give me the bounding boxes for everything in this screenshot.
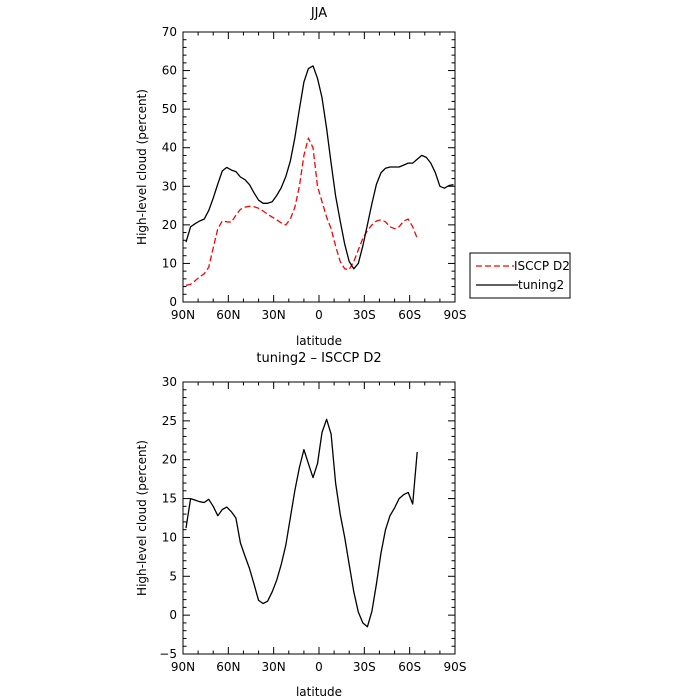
bottom-y-tick-label: 15 [162, 492, 177, 506]
bottom-x-tick-label: 60N [216, 660, 240, 674]
bottom-plot-frame [182, 381, 456, 655]
top-panel: JJA 90N 60N 30N 0 30S 60S 90S 010203040506070 … [135, 6, 466, 348]
bottom-y-tick-label: 5 [169, 569, 177, 583]
top-x-tick-label: 90S [444, 308, 467, 322]
bottom-y-tick-label: 20 [162, 453, 177, 467]
bottom-y-tick-label: 30 [162, 375, 177, 389]
top-y-axis-label: High-level cloud (percent) [135, 89, 149, 245]
top-axis-ticks [182, 31, 456, 303]
top-series-lines [185, 65, 454, 287]
top-x-axis-label: latitude [296, 334, 342, 348]
legend-label-tuning2: tuning2 [518, 278, 564, 292]
top-x-tick-labels: 90N 60N 30N 0 30S 60S 90S [171, 308, 467, 322]
top-y-tick-label: 40 [162, 141, 177, 155]
top-y-tick-label: 50 [162, 102, 177, 116]
legend: ISCCP D2 tuning2 [469, 252, 571, 299]
top-y-tick-label: 70 [162, 25, 177, 39]
bottom-y-axis-label: High-level cloud (percent) [135, 440, 149, 596]
bottom-x-tick-label: 90S [444, 660, 467, 674]
legend-label-isccp: ISCCP D2 [514, 259, 570, 273]
bottom-panel: tuning2 – ISCCP D2 90N 60N 30N 0 30S 60S 90S −… [135, 351, 466, 699]
bottom-series-lines [185, 418, 418, 628]
top-series-tuning2 [185, 65, 454, 270]
bottom-x-tick-labels: 90N 60N 30N 0 30S 60S 90S [171, 660, 467, 674]
bottom-y-tick-label: −5 [159, 647, 177, 661]
top-x-tick-label: 30S [353, 308, 376, 322]
top-y-tick-labels: 0 10 20 30 40 50 60 70 [162, 25, 177, 309]
top-y-tick-label: 10 [162, 256, 177, 270]
top-x-tick-label: 60S [398, 308, 421, 322]
bottom-series-line [185, 418, 418, 628]
top-y-tick-label: 60 [162, 64, 177, 78]
top-y-tick-label: 0 [169, 295, 177, 309]
legend-box [469, 252, 571, 299]
bottom-y-tick-labels: −5 0 5 10 15 20 25 30 [159, 375, 177, 661]
bottom-x-tick-label: 60S [398, 660, 421, 674]
bottom-y-tick-label: 0 [169, 608, 177, 622]
bottom-x-tick-label: 30S [353, 660, 376, 674]
top-y-tick-label: 30 [162, 179, 177, 193]
bottom-axis-ticks [182, 381, 456, 655]
top-x-tick-label: 30N [262, 308, 286, 322]
top-y-tick-label: 20 [162, 218, 177, 232]
top-plot-frame [182, 31, 456, 303]
top-series-isccp-d2 [185, 137, 418, 287]
bottom-y-tick-label: 10 [162, 530, 177, 544]
top-chart-title: JJA [310, 6, 327, 21]
bottom-x-axis-label: latitude [296, 685, 342, 699]
bottom-x-tick-label: 0 [315, 660, 323, 674]
bottom-x-tick-label: 90N [171, 660, 195, 674]
bottom-chart-title: tuning2 – ISCCP D2 [256, 351, 381, 366]
bottom-y-tick-label: 25 [162, 414, 177, 428]
top-x-tick-label: 60N [216, 308, 240, 322]
top-x-tick-label: 0 [315, 308, 323, 322]
bottom-x-tick-label: 30N [262, 660, 286, 674]
top-x-tick-label: 90N [171, 308, 195, 322]
